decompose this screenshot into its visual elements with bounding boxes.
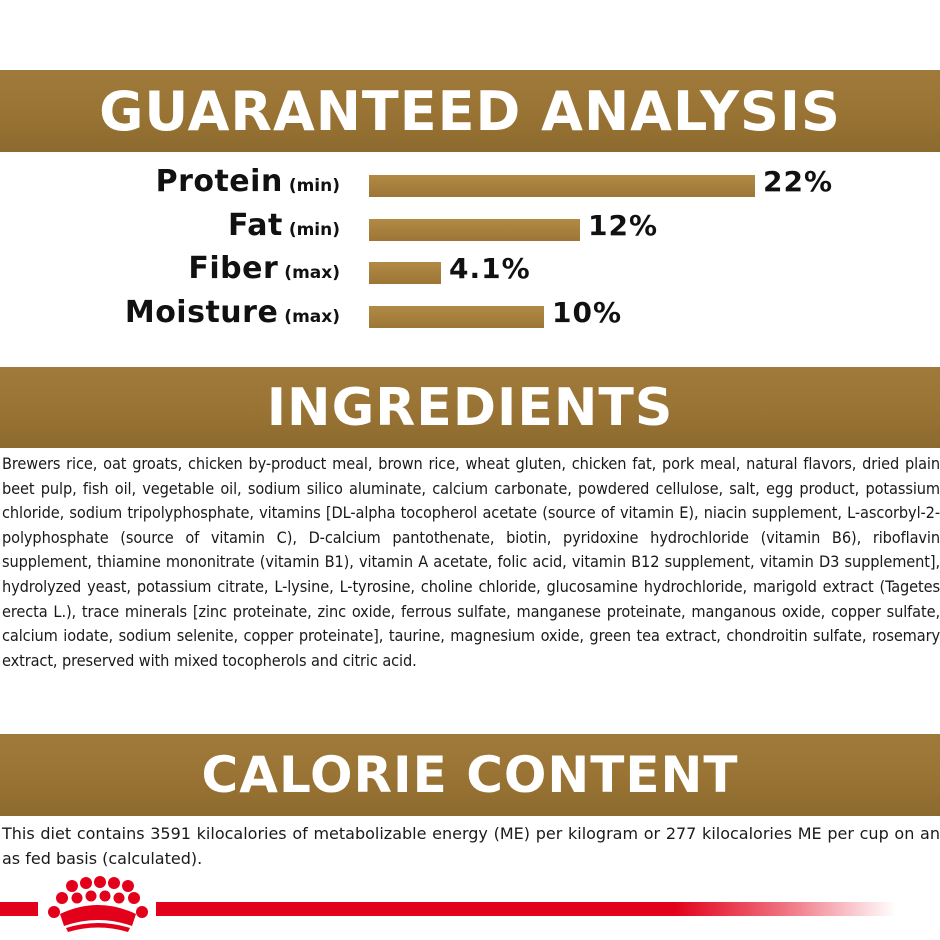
analysis-bar (369, 219, 580, 241)
analysis-value: 22% (763, 165, 834, 198)
ingredients-list: Brewers rice, oat groats, chicken by-pro… (0, 452, 940, 728)
calorie-content: This diet contains 3591 kilocalories of … (0, 822, 940, 878)
analysis-row-fiber: Fiber (max) 4.1% (0, 249, 940, 289)
analysis-qualifier: (max) (284, 307, 340, 327)
analysis-label: Moisture (124, 295, 279, 330)
analysis-bar (369, 262, 441, 284)
analysis-bar (369, 306, 544, 328)
analysis-row-fat: Fat (min) 12% (0, 206, 940, 246)
calorie-text: This diet contains 3591 kilocalories of … (2, 824, 940, 868)
analysis-value: 4.1% (449, 252, 531, 285)
analysis-qualifier: (min) (288, 176, 340, 196)
guaranteed-analysis-chart: Protein (min) 22% Fat (min) 12% Fiber (max)… (0, 158, 940, 348)
analysis-label: Fiber (188, 251, 279, 286)
guaranteed-analysis-heading: GUARANTEED ANALYSIS (0, 70, 940, 152)
footer-red-stripe-right (156, 902, 896, 916)
analysis-bar (369, 175, 755, 197)
calorie-content-heading: CALORIE CONTENT (0, 734, 940, 816)
analysis-qualifier: (min) (288, 220, 340, 240)
analysis-row-protein: Protein (min) 22% (0, 162, 940, 202)
ingredients-heading: INGREDIENTS (0, 367, 940, 448)
ingredients-text: Brewers rice, oat groats, chicken by-pro… (2, 454, 940, 670)
footer-red-stripe-left (0, 902, 38, 916)
analysis-value: 10% (552, 296, 623, 329)
analysis-qualifier: (max) (284, 263, 340, 283)
analysis-label: Protein (155, 164, 283, 199)
crown-logo-icon (48, 876, 148, 932)
analysis-value: 12% (588, 209, 659, 242)
analysis-label: Fat (227, 208, 283, 243)
analysis-row-moisture: Moisture (max) 10% (0, 293, 940, 333)
